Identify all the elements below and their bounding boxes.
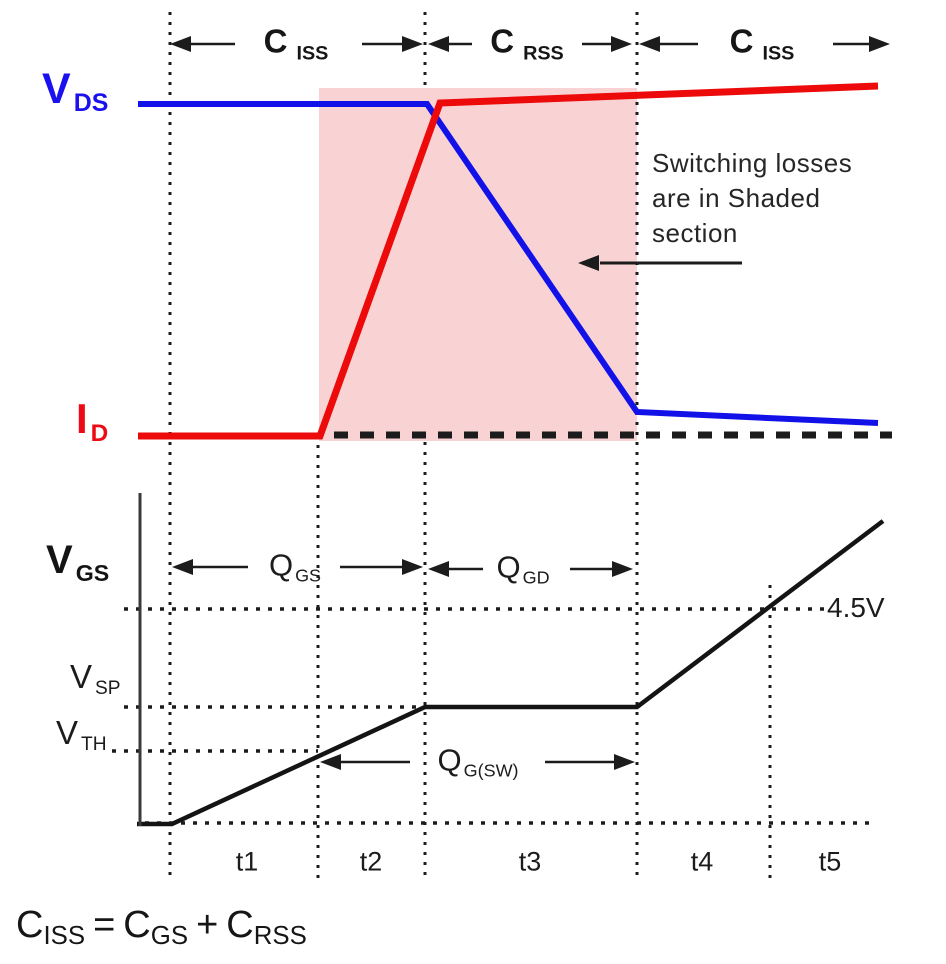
arrowhead-icon — [869, 36, 890, 52]
vgs-symbol: V — [46, 538, 73, 582]
cap-region-label-text: C — [490, 22, 515, 60]
cap-region-label: C RSS — [490, 24, 564, 63]
formula-equals: = — [93, 904, 116, 946]
time-interval-label: t5 — [818, 846, 842, 877]
formula-c3: C — [226, 904, 254, 946]
arrowhead-icon — [320, 754, 341, 770]
time-interval-label: t3 — [518, 846, 542, 877]
arrowhead-icon — [428, 561, 449, 577]
formula-sub2: GS — [150, 922, 189, 951]
time-interval-label: t1 — [235, 846, 259, 877]
time-interval-label: t4 — [690, 846, 714, 877]
cap-region-label: C ISS — [730, 24, 795, 63]
cap-region-label-subscript: ISS — [296, 41, 329, 64]
id-curve — [138, 82, 879, 440]
note-line-1: Switching losses — [652, 148, 853, 178]
voltage-4v5-label: 4.5V — [827, 592, 885, 623]
charge-region-label-subscript: G(SW) — [463, 760, 519, 781]
note-line-2: are in Shaded — [652, 183, 821, 213]
arrowhead-icon — [402, 36, 423, 52]
cap-region-label-subscript: ISS — [762, 41, 795, 64]
time-interval-label-text: t4 — [690, 846, 714, 877]
formula-sub3: RSS — [253, 922, 307, 951]
vds-curve — [138, 101, 879, 426]
cap-region-label: C ISS — [264, 24, 329, 63]
arrowhead-icon — [172, 559, 193, 575]
time-interval-label-text: t5 — [818, 846, 842, 877]
id-subscript: D — [90, 420, 109, 448]
arrowhead-icon — [170, 36, 191, 52]
charge-region-label: Q G(SW) — [437, 745, 518, 780]
charge-region-label-text: Q — [268, 547, 294, 583]
charge-region-label-subscript: GS — [295, 565, 322, 586]
ciss-formula: CISS = CGS + CRSS — [16, 906, 307, 950]
vds-subscript: DS — [73, 89, 109, 118]
arrowhead-icon — [612, 561, 633, 577]
formula-sub1: ISS — [43, 922, 86, 951]
vgs-subscript: GS — [75, 559, 110, 586]
vgs-curve — [137, 519, 885, 827]
vsp-level-label: V SP — [70, 660, 121, 698]
switching-losses-note: Switching losses are in Shaded section — [652, 146, 852, 251]
charge-region-label-subscript: GD — [522, 567, 550, 588]
vth-level-label: V TH — [56, 716, 107, 754]
charge-region-label: Q GD — [496, 552, 549, 587]
formula-plus: + — [196, 904, 219, 946]
cap-region-label-subscript: RSS — [523, 41, 564, 64]
vds-axis-label: V DS — [42, 68, 108, 116]
time-interval-label-text: t2 — [359, 846, 383, 877]
time-interval-label-text: t3 — [518, 846, 542, 877]
time-interval-label: t2 — [359, 846, 383, 877]
formula-c1: C — [16, 904, 44, 946]
vds-symbol: V — [42, 65, 71, 113]
arrowhead-icon — [402, 559, 423, 575]
note-line-3: section — [652, 218, 738, 248]
charge-region-label-text: Q — [437, 742, 462, 778]
time-interval-label-text: t1 — [235, 846, 259, 877]
charge-region-label: Q GS — [269, 550, 321, 585]
vth-symbol: V — [56, 714, 79, 751]
formula-c2: C — [123, 904, 151, 946]
arrowhead-icon — [611, 36, 632, 52]
vsp-symbol: V — [70, 658, 93, 695]
id-symbol: I — [76, 395, 88, 442]
arrowhead-icon — [639, 36, 660, 52]
arrowhead-icon — [578, 255, 599, 271]
vgs-axis-label: V GS — [46, 540, 109, 585]
vth-subscript: TH — [81, 734, 107, 756]
cap-region-label-text: C — [263, 22, 288, 60]
arrowhead-icon — [428, 36, 449, 52]
charge-region-label-text: Q — [496, 549, 521, 585]
cap-region-label-text: C — [729, 22, 754, 60]
vsp-subscript: SP — [95, 678, 121, 700]
arrowhead-icon — [614, 754, 635, 770]
